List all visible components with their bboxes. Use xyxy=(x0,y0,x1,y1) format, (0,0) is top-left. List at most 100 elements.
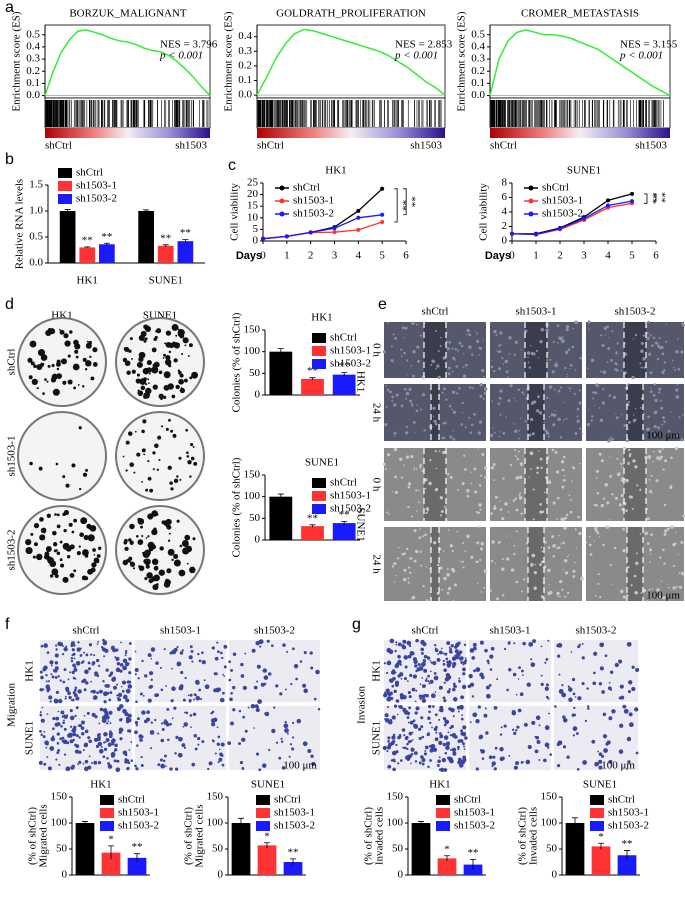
cell xyxy=(522,674,524,676)
cell xyxy=(46,713,49,715)
cell xyxy=(595,469,599,473)
legend-swatch xyxy=(100,795,114,805)
legend-swatch xyxy=(58,168,72,178)
cell xyxy=(468,386,471,389)
cell xyxy=(497,350,501,354)
cell xyxy=(501,594,505,597)
cell xyxy=(124,712,129,717)
colony xyxy=(92,347,98,353)
cell xyxy=(387,719,393,725)
y-tick-label: 1.5 xyxy=(29,179,43,191)
colony xyxy=(39,517,44,522)
cell xyxy=(39,713,43,717)
cell xyxy=(281,766,286,770)
cell xyxy=(395,743,398,747)
cell xyxy=(201,660,206,665)
cell xyxy=(485,731,489,735)
cell xyxy=(441,588,444,591)
cell xyxy=(211,646,215,650)
cell xyxy=(609,475,613,478)
cell xyxy=(420,755,424,759)
colony xyxy=(159,546,164,551)
cell xyxy=(447,586,452,591)
x-tick-label: 2 xyxy=(557,250,563,262)
cell xyxy=(657,595,661,599)
cell xyxy=(432,747,438,752)
cell xyxy=(626,736,632,742)
cell xyxy=(470,423,474,427)
cell xyxy=(414,432,416,434)
y-tick-label: 150 xyxy=(244,469,261,481)
cell xyxy=(109,734,113,738)
cell xyxy=(445,657,449,661)
cell xyxy=(71,670,75,675)
bar xyxy=(269,351,293,395)
bar xyxy=(565,823,585,875)
colony xyxy=(30,361,35,366)
cell xyxy=(516,725,520,729)
colony xyxy=(154,443,159,449)
cell xyxy=(87,661,91,665)
point xyxy=(558,226,562,231)
cell xyxy=(134,720,139,725)
cell xyxy=(578,531,582,536)
cell xyxy=(515,399,517,401)
cell xyxy=(443,723,447,727)
legend-label: sh1503-1 xyxy=(542,195,583,207)
legend-label: sh1503-2 xyxy=(330,358,371,370)
cell xyxy=(175,767,179,771)
cell xyxy=(652,336,656,340)
colony xyxy=(158,569,165,576)
cell xyxy=(413,466,416,469)
cell xyxy=(556,547,559,549)
colony xyxy=(173,553,179,559)
cell xyxy=(448,340,451,344)
cell xyxy=(500,343,502,346)
cell xyxy=(470,555,474,559)
cell xyxy=(105,715,110,720)
cell xyxy=(408,731,413,736)
cell xyxy=(571,345,575,349)
cell xyxy=(113,750,116,752)
cell xyxy=(478,503,482,507)
wound-gap xyxy=(624,448,646,521)
cell xyxy=(422,658,426,663)
cell xyxy=(62,721,65,725)
colony xyxy=(145,387,152,395)
cell xyxy=(410,747,415,752)
cell xyxy=(278,756,282,760)
sig-label: ** xyxy=(82,234,93,246)
cell xyxy=(260,682,265,687)
column-label: sh1503-1 xyxy=(516,306,557,318)
error-bar xyxy=(470,859,476,870)
cell xyxy=(244,652,247,655)
cell xyxy=(514,455,517,458)
cell xyxy=(394,475,397,479)
cell xyxy=(497,367,501,371)
colony xyxy=(62,542,70,550)
cell xyxy=(160,722,164,725)
cell xyxy=(144,674,148,678)
cell xyxy=(547,480,552,484)
colony xyxy=(187,460,192,465)
cell xyxy=(90,690,94,693)
colony xyxy=(52,542,58,547)
colony xyxy=(84,368,88,371)
cell xyxy=(85,681,89,685)
colony xyxy=(56,373,63,379)
cell xyxy=(111,677,116,682)
colony xyxy=(50,377,57,383)
point xyxy=(606,203,610,208)
cell xyxy=(611,493,614,496)
cell xyxy=(411,404,414,407)
cell xyxy=(61,739,64,743)
cell xyxy=(524,419,526,422)
cell xyxy=(493,479,496,482)
colony xyxy=(59,329,65,335)
legend-swatch xyxy=(590,821,604,831)
cell xyxy=(390,670,396,675)
cell xyxy=(59,642,64,647)
cell xyxy=(631,665,635,669)
cell xyxy=(77,641,80,644)
cell xyxy=(563,401,565,403)
